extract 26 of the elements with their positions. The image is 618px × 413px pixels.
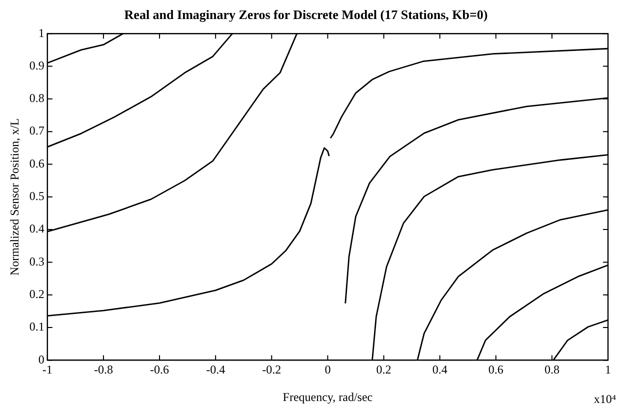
y-tick-label: 0.7: [29, 124, 44, 138]
x-tick-label: 0.4: [432, 362, 448, 377]
x-tick-label: 1: [605, 362, 611, 377]
chart-title: Real and Imaginary Zeros for Discrete Model (17 Stations, Kb=0): [124, 7, 488, 22]
y-tick-label: 0.1: [29, 320, 44, 334]
x-tick-label: 0.6: [488, 362, 504, 377]
x-tick-label: 0.8: [544, 362, 560, 377]
x-tick-label: -0.6: [150, 362, 170, 377]
x-tick-label: 0.2: [376, 362, 392, 377]
x-tick-label: -1: [42, 362, 52, 377]
x-tick-label: -0.2: [262, 362, 282, 377]
x-tick-label: -0.4: [206, 362, 226, 377]
y-axis-title: Normalized Sensor Position, x/L: [7, 118, 22, 276]
y-tick-label: 0.8: [29, 91, 44, 106]
y-tick-label: 0.4: [29, 222, 44, 236]
x-tick-label: 0: [324, 362, 331, 377]
y-tick-label: 0.2: [29, 287, 44, 302]
y-tick-label: 0.5: [29, 189, 44, 204]
y-tick-label: 0: [38, 352, 44, 366]
text: x10⁴: [594, 392, 616, 407]
y-tick-label: 0.3: [29, 254, 44, 268]
y-tick-label: 0.9: [29, 58, 44, 72]
x-axis-title: Frequency, rad/sec: [282, 390, 373, 404]
y-tick-label: 1: [38, 26, 44, 40]
y-tick-label: 0.6: [29, 156, 44, 170]
x-tick-label: -0.8: [94, 362, 113, 377]
